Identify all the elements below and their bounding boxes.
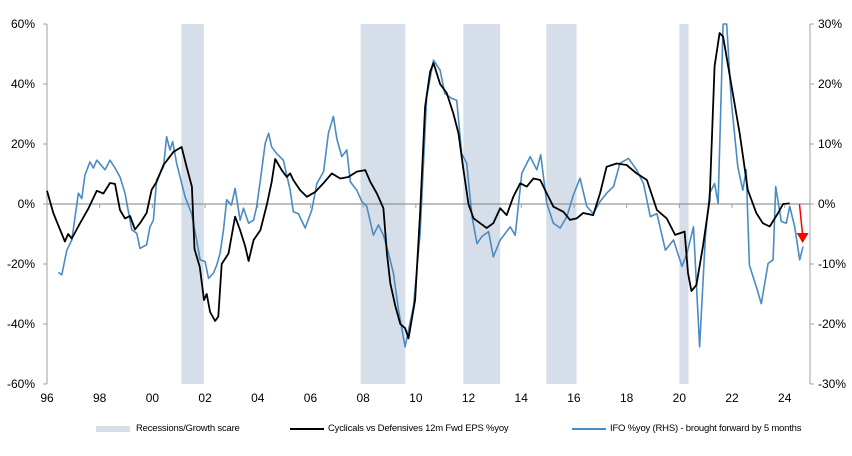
red-arrow-shaft [798, 203, 804, 236]
x-tick-label: 22 [725, 391, 739, 405]
y-left-tick-label: -60% [7, 377, 35, 391]
x-tick-label: 18 [620, 391, 634, 405]
blue-line-swatch [572, 427, 606, 430]
legend-item-ifo: IFO %yoy (RHS) - brought forward by 5 mo… [572, 423, 801, 434]
y-right-tick-label: 10% [818, 137, 842, 151]
legend-label: Cyclicals vs Defensives 12m Fwd EPS %yoy [328, 423, 509, 434]
x-tick-label: 02 [198, 391, 212, 405]
y-left-tick-label: 0% [18, 197, 36, 211]
black-line-swatch [290, 427, 324, 430]
x-tick-labels: 96 98 00 02 04 06 08 10 12 14 16 18 20 22 24 [40, 391, 791, 405]
x-tick-label: 00 [146, 391, 160, 405]
red-arrow-head-icon [796, 233, 809, 243]
x-tick-label: 16 [567, 391, 581, 405]
recession-swatch [96, 425, 130, 432]
y-right-tick-label: 20% [818, 77, 842, 91]
y-right-tick-label: -10% [818, 257, 846, 271]
x-tick-label: 98 [93, 391, 107, 405]
annotations [796, 203, 809, 243]
y-right-tick-label: -20% [818, 317, 846, 331]
x-tick-label: 20 [673, 391, 687, 405]
x-tick-label: 10 [409, 391, 423, 405]
x-tick-marks [46, 204, 786, 208]
legend-item-cyclicals: Cyclicals vs Defensives 12m Fwd EPS %yoy [290, 423, 509, 434]
y-left-tick-label: 20% [11, 137, 35, 151]
x-tick-label: 96 [40, 391, 54, 405]
y-left-tick-label: -40% [7, 317, 35, 331]
y-right-tick-label: -30% [818, 377, 846, 391]
legend-label: IFO %yoy (RHS) - brought forward by 5 mo… [610, 423, 802, 434]
left-y-ticks: 60% 40% 20% 0% -20% -40% -60% [7, 17, 47, 391]
x-tick-label: 08 [356, 391, 370, 405]
y-right-tick-label: 0% [818, 197, 836, 211]
legend-item-recessions: Recessions/Growth scare [96, 423, 240, 434]
x-tick-label: 12 [462, 391, 476, 405]
x-tick-label: 14 [515, 391, 529, 405]
series [46, 23, 804, 348]
right-y-ticks: 30% 20% 10% 0% -10% -20% -30% [810, 17, 846, 391]
x-tick-label: 04 [251, 391, 265, 405]
y-left-tick-label: -20% [7, 257, 35, 271]
x-tick-label: 06 [304, 391, 318, 405]
x-tick-label: 24 [778, 391, 792, 405]
y-right-tick-label: 30% [818, 17, 842, 31]
y-left-tick-label: 60% [11, 17, 35, 31]
cyclicals-eps-line [46, 32, 790, 340]
y-left-tick-label: 40% [11, 77, 35, 91]
legend-label: Recessions/Growth scare [136, 423, 240, 434]
